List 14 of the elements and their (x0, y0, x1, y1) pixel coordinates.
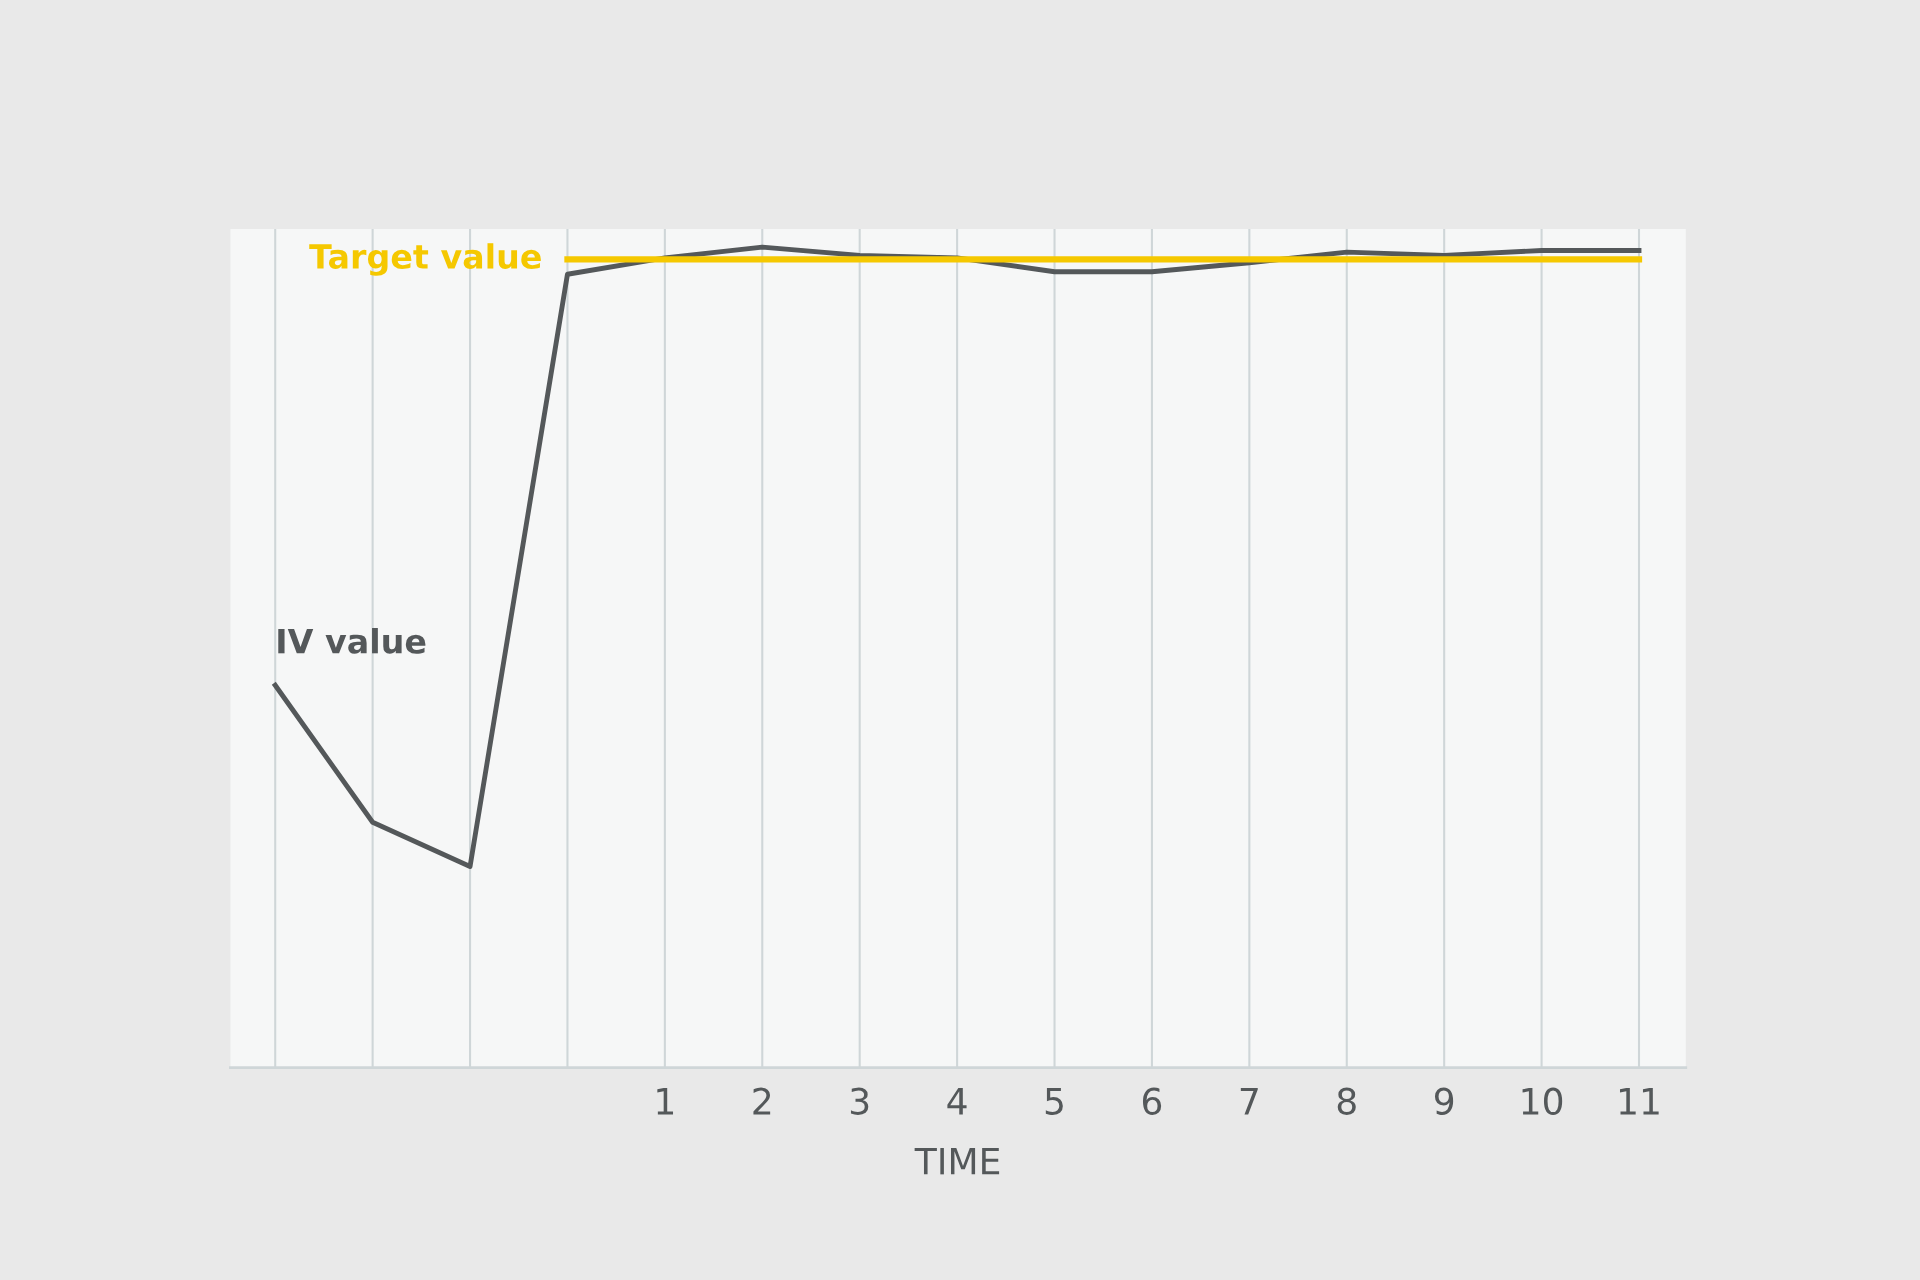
x-tick-label: 1 (657, 1088, 674, 1115)
x-tick-label: 7 (1240, 1088, 1258, 1115)
x-tick-label: 10 (1522, 1087, 1563, 1115)
x-tick-label: 5 (1045, 1088, 1063, 1115)
x-tick-label: 2 (753, 1087, 771, 1115)
x-tick-label: 6 (1142, 1087, 1162, 1115)
x-tick-label: 4 (947, 1088, 967, 1115)
x-axis-title: TIME (914, 1148, 1000, 1175)
series-label: Target value (309, 243, 541, 276)
x-tick-label: 11 (1619, 1088, 1659, 1115)
x-tick-label: 9 (1434, 1087, 1454, 1115)
x-tick-label: 3 (850, 1087, 869, 1115)
x-tick-label: 8 (1337, 1087, 1356, 1115)
series-label: IV value (278, 627, 426, 654)
